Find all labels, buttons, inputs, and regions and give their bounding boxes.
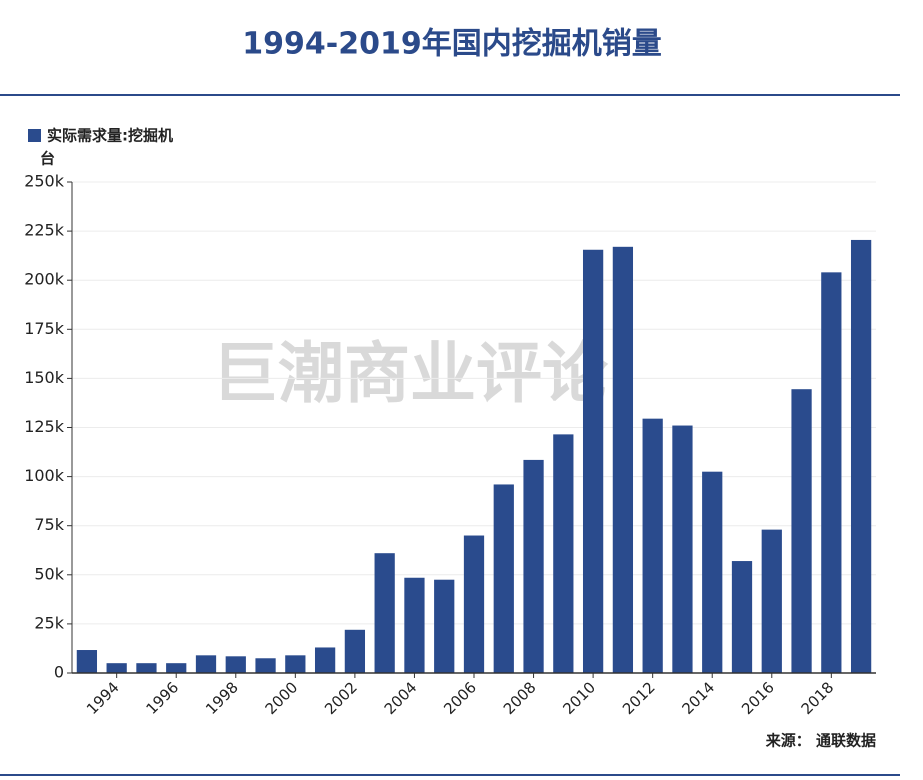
bar: [76, 650, 98, 673]
bar: [434, 579, 455, 673]
bar: [314, 647, 336, 673]
bar: [761, 529, 782, 673]
bar: [195, 655, 217, 673]
bar: [642, 418, 663, 673]
bar: [493, 484, 514, 673]
bar: [344, 629, 366, 673]
x-tick-label: 2002: [321, 678, 361, 718]
x-tick-label: 2010: [559, 678, 599, 718]
chart-title: 1994-2019年国内挖掘机销量: [242, 27, 661, 62]
y-tick-label: 225k: [24, 221, 65, 240]
bar: [850, 239, 872, 674]
y-tick-label: 250k: [24, 172, 65, 191]
y-tick-label: 75k: [34, 515, 64, 534]
y-tick-label: 175k: [24, 319, 65, 338]
y-tick-label: 200k: [24, 270, 65, 289]
x-tick-label: 2018: [798, 678, 838, 718]
x-tick-label: 2008: [500, 678, 540, 718]
bar: [404, 577, 425, 673]
bar: [702, 471, 723, 673]
x-tick-label: 2000: [262, 678, 302, 718]
bar: [612, 246, 634, 673]
x-tick-label: 1998: [202, 678, 242, 718]
bar: [731, 561, 753, 673]
y-tick-label: 150k: [24, 368, 65, 387]
x-tick-label: 1996: [143, 678, 183, 718]
y-tick-label: 125k: [24, 417, 65, 436]
watermark: 巨潮商业评论: [212, 335, 609, 412]
y-unit: 台: [40, 150, 55, 168]
bar: [463, 535, 485, 673]
source: 来源： 通联数据: [765, 732, 876, 750]
x-tick-label: 2014: [679, 678, 719, 718]
x-tick-label: 2016: [738, 678, 778, 718]
bar: [791, 389, 812, 673]
bar: [166, 663, 187, 673]
bar: [582, 249, 604, 673]
x-tick-label: 2012: [619, 678, 659, 718]
bar: [285, 655, 306, 673]
x-tick-label: 1994: [83, 678, 123, 718]
bar: [374, 553, 395, 673]
x-tick-label: 2004: [381, 678, 421, 718]
bar: [225, 656, 246, 673]
bar: [821, 272, 842, 673]
y-tick-label: 100k: [24, 466, 65, 485]
bar: [672, 425, 693, 673]
legend-swatch: [28, 129, 41, 142]
y-tick-label: 25k: [34, 613, 64, 632]
bar: [553, 434, 574, 673]
y-tick-label: 50k: [34, 564, 64, 583]
bar: [106, 663, 127, 673]
legend-label: 实际需求量:挖掘机: [47, 127, 173, 145]
bar: [255, 658, 276, 673]
bar: [523, 459, 544, 673]
y-tick-label: 0: [54, 663, 64, 682]
x-tick-label: 2006: [440, 678, 480, 718]
bar: [136, 663, 157, 673]
